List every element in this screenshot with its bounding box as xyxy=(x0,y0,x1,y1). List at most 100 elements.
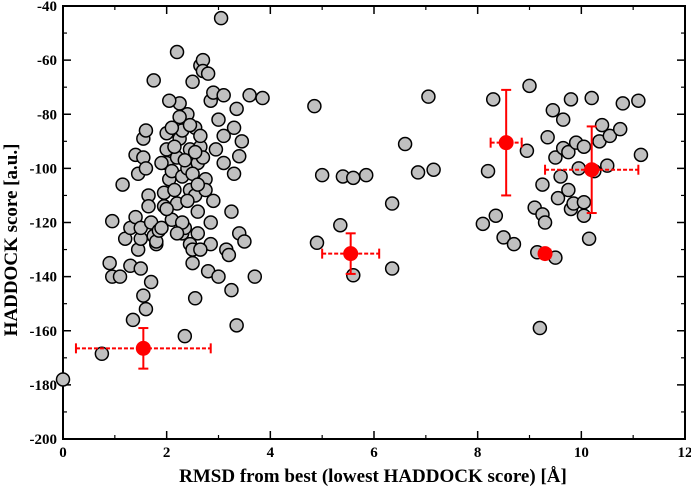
data-point xyxy=(200,66,216,81)
data-point xyxy=(102,255,117,271)
data-point xyxy=(384,261,400,276)
cluster-mean-point xyxy=(135,340,151,356)
data-point xyxy=(224,282,239,298)
y-tick-label: -120 xyxy=(30,216,58,232)
y-tick-label: -80 xyxy=(37,107,57,123)
data-point xyxy=(190,177,206,192)
data-point xyxy=(540,130,555,145)
cluster-means-series xyxy=(74,88,640,370)
data-point xyxy=(553,169,568,184)
x-tick-label: 2 xyxy=(163,445,171,461)
data-point xyxy=(576,139,592,154)
data-point xyxy=(480,163,496,179)
x-axis-title: RMSD from best (lowest HADDOCK score) [Å… xyxy=(179,466,567,487)
data-point xyxy=(164,120,180,136)
data-point xyxy=(177,328,193,344)
data-point xyxy=(141,199,156,214)
data-point xyxy=(182,117,198,133)
data-point xyxy=(548,150,563,165)
data-point xyxy=(226,120,242,136)
data-point xyxy=(545,102,561,118)
data-point xyxy=(55,372,71,387)
y-tick-label: -200 xyxy=(30,432,58,448)
y-tick-label: -60 xyxy=(37,53,57,69)
data-point xyxy=(602,128,618,144)
x-tick-label: 10 xyxy=(574,445,589,461)
data-point xyxy=(177,153,193,168)
data-point xyxy=(190,226,206,241)
data-point xyxy=(187,144,203,160)
data-point xyxy=(522,78,537,94)
data-point xyxy=(633,147,649,163)
data-point xyxy=(247,269,263,284)
gray-points-series xyxy=(55,10,649,387)
data-point xyxy=(410,165,426,180)
data-point xyxy=(397,136,413,152)
data-point xyxy=(333,217,348,233)
data-point xyxy=(563,92,579,107)
data-point xyxy=(154,155,169,171)
data-point xyxy=(576,208,592,223)
data-point xyxy=(426,162,441,177)
data-point xyxy=(162,93,177,108)
data-point xyxy=(612,121,628,137)
data-point xyxy=(488,208,504,223)
data-point xyxy=(237,234,252,249)
cluster-mean-point xyxy=(537,246,553,262)
data-point xyxy=(193,242,208,257)
data-point xyxy=(154,220,169,236)
data-point xyxy=(496,230,511,245)
data-point xyxy=(242,88,257,103)
data-point xyxy=(631,93,646,108)
data-point xyxy=(555,112,571,127)
data-point xyxy=(314,167,330,183)
data-point xyxy=(221,247,237,263)
data-point xyxy=(143,274,159,290)
data-point xyxy=(561,144,576,160)
data-point xyxy=(185,74,200,90)
data-point xyxy=(208,142,224,157)
y-axis-title: HADDOCK score [a.u.] xyxy=(1,144,22,337)
data-point xyxy=(532,320,548,336)
data-point xyxy=(584,90,599,106)
y-tick-label: -160 xyxy=(30,324,58,340)
data-point xyxy=(537,215,553,230)
data-point xyxy=(159,201,174,217)
y-tick-label: -100 xyxy=(30,161,58,177)
y-tick-label: -40 xyxy=(37,0,57,15)
data-point xyxy=(185,255,200,271)
data-point xyxy=(234,134,250,149)
data-point xyxy=(211,112,226,127)
data-point xyxy=(138,161,154,176)
data-point xyxy=(226,166,242,182)
data-point xyxy=(112,269,128,284)
cluster-mean-point xyxy=(584,162,600,178)
y-tick-label: -180 xyxy=(30,378,58,394)
data-point xyxy=(213,10,229,26)
data-point xyxy=(190,204,206,219)
data-point xyxy=(216,155,231,171)
data-point xyxy=(167,139,182,154)
axes: 0 2 4 6 8 10 12 -200 -180 -160 -140 -120 -100 -80 -60 -… xyxy=(30,0,691,461)
data-point xyxy=(203,215,218,230)
data-point xyxy=(475,216,491,232)
data-point xyxy=(358,167,374,183)
data-point xyxy=(104,213,120,229)
data-point xyxy=(485,92,501,107)
data-point xyxy=(224,204,239,219)
y-tick-label: -140 xyxy=(30,270,58,286)
data-point xyxy=(255,90,270,106)
x-tick-label: 8 xyxy=(474,445,482,461)
data-point xyxy=(206,193,221,209)
data-point xyxy=(169,44,185,60)
data-point xyxy=(211,269,226,284)
cluster-mean-point xyxy=(498,135,514,151)
data-point xyxy=(187,291,203,306)
data-point xyxy=(138,123,154,138)
data-point xyxy=(180,193,195,209)
data-point xyxy=(115,177,130,192)
data-point xyxy=(172,109,187,125)
data-point xyxy=(519,143,535,159)
cluster-mean-point xyxy=(343,246,359,262)
